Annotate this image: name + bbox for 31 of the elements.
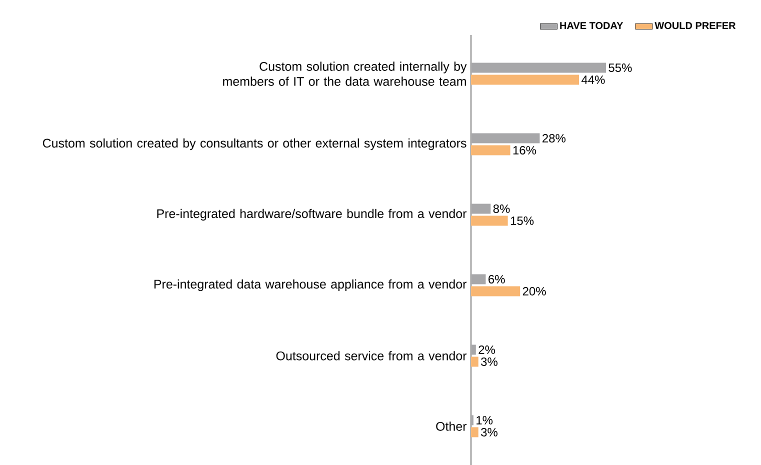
y-tick-label: Other xyxy=(436,422,467,431)
data-label: 1% xyxy=(476,416,493,424)
bar xyxy=(471,356,478,367)
data-label: 44% xyxy=(581,76,605,84)
bar xyxy=(471,344,476,355)
bar xyxy=(471,133,540,144)
data-label: 15% xyxy=(510,216,534,225)
y-tick-label: Pre-integrated data warehouse appliance from a vendor xyxy=(154,279,467,292)
bar xyxy=(471,204,491,214)
data-label: 16% xyxy=(513,146,536,154)
bar xyxy=(471,427,478,438)
data-label: 28% xyxy=(542,134,566,142)
bar xyxy=(471,286,520,296)
bar xyxy=(471,216,508,226)
data-label: 2% xyxy=(478,346,496,354)
y-tick-label: Custom solution created by consultants or other external system integrators xyxy=(42,138,466,150)
data-label: 55% xyxy=(608,64,632,72)
data-label: 3% xyxy=(481,428,498,436)
y-tick-label: Outsourced service from a vendor xyxy=(276,351,467,360)
y-tick-label: Pre-integrated hardware/software bundle from a vendor xyxy=(157,208,467,221)
legend-label: WOULD PREFER xyxy=(654,22,736,30)
bar xyxy=(471,274,486,284)
y-tick-label: Custom solution created internally by members of IT or the data warehouse team xyxy=(223,62,467,86)
legend-label: HAVE TODAY xyxy=(560,22,624,30)
bar xyxy=(471,145,510,156)
data-label: 8% xyxy=(493,204,510,213)
data-label: 20% xyxy=(522,286,546,296)
bar xyxy=(471,62,606,73)
bar xyxy=(471,74,579,85)
data-label: 3% xyxy=(481,357,498,366)
data-label: 6% xyxy=(488,274,505,284)
